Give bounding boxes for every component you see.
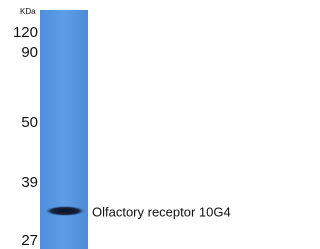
- marker-label: 39: [21, 174, 38, 191]
- blot: KDa 120 90 50 39 27 Olfactory receptor 1…: [0, 0, 259, 249]
- marker-label: 90: [21, 44, 38, 61]
- unit-label: KDa: [20, 7, 36, 16]
- blot-image: KDa 120 90 50 39 27 Olfactory receptor 1…: [0, 0, 259, 249]
- marker-label: 50: [21, 114, 38, 131]
- band-label: Olfactory receptor 10G4: [92, 204, 231, 219]
- band: [45, 206, 85, 216]
- marker-label: 120: [13, 24, 38, 41]
- marker-label: 27: [21, 232, 38, 249]
